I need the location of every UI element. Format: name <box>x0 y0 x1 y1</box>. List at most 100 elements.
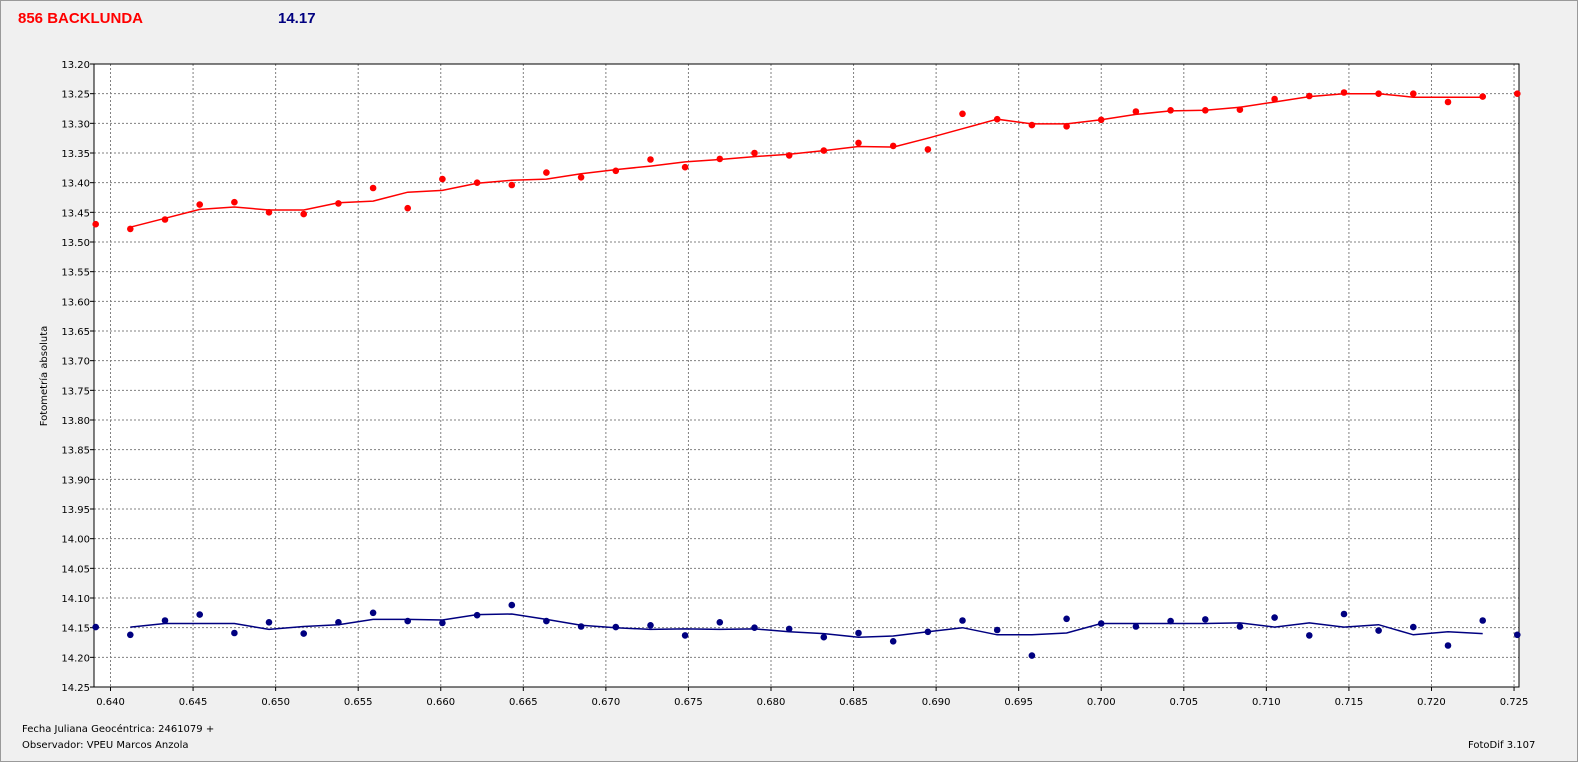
y-tick-label: 14.20 <box>61 653 90 664</box>
data-point <box>1271 614 1278 621</box>
data-point <box>855 139 862 147</box>
data-point <box>127 225 134 233</box>
data-point <box>439 619 446 627</box>
data-point <box>508 601 516 609</box>
data-point <box>612 167 620 175</box>
data-point <box>1514 90 1521 97</box>
data-point <box>404 204 412 212</box>
data-point <box>473 611 481 619</box>
data-point <box>231 198 238 206</box>
data-point <box>1375 90 1382 97</box>
x-tick-label: 0.655 <box>344 697 373 708</box>
data-point <box>959 110 966 118</box>
y-tick-label: 13.30 <box>61 119 90 130</box>
x-tick-label: 0.685 <box>839 697 868 708</box>
data-point <box>1410 90 1417 97</box>
data-point <box>265 209 273 216</box>
data-point <box>1063 123 1070 130</box>
y-tick-label: 14.10 <box>61 594 90 605</box>
trend-line <box>130 613 1483 638</box>
data-point <box>889 638 897 645</box>
data-point <box>716 155 724 163</box>
y-tick-label: 13.95 <box>61 505 90 516</box>
data-point <box>1202 616 1209 623</box>
data-point <box>1410 623 1417 631</box>
data-point <box>681 632 689 639</box>
y-tick-label: 13.60 <box>61 297 90 308</box>
x-axis-ticks: 0.640 0.645 0.650 0.655 0.660 0.665 0.670 0.675… <box>96 687 1528 708</box>
data-point <box>1514 631 1521 639</box>
data-point <box>993 626 1001 634</box>
data-point <box>92 623 99 631</box>
x-tick-label: 0.680 <box>757 697 786 708</box>
data-point <box>196 201 203 208</box>
julian-date-label: Fecha Juliana Geocéntrica: 2461079 + <box>22 724 215 735</box>
x-tick-label: 0.640 <box>96 697 125 708</box>
data-point <box>1132 108 1140 115</box>
data-point <box>785 625 793 633</box>
y-tick-label: 14.15 <box>61 624 90 635</box>
observer-label: Observador: VPEU Marcos Anzola <box>22 740 189 751</box>
data-point <box>785 152 793 159</box>
y-tick-label: 13.75 <box>61 386 90 397</box>
x-tick-label: 0.705 <box>1169 697 1198 708</box>
data-point <box>577 623 585 630</box>
data-point <box>1271 95 1278 103</box>
y-tick-label: 13.25 <box>61 90 90 101</box>
data-point <box>265 619 273 626</box>
y-tick-label: 13.50 <box>61 238 90 249</box>
x-tick-label: 0.675 <box>674 697 703 708</box>
data-point <box>1097 116 1105 124</box>
data-point <box>751 149 758 157</box>
data-point <box>1236 106 1244 113</box>
data-point <box>1375 627 1382 634</box>
y-axis-ticks: 13.20 13.25 13.30 13.35 13.40 13.45 13.50 13.55… <box>61 60 94 694</box>
x-tick-label: 0.715 <box>1335 697 1364 708</box>
asteroid-series <box>92 89 1521 233</box>
data-point <box>681 163 689 171</box>
data-point <box>1167 617 1174 625</box>
data-point <box>1202 107 1209 114</box>
data-point <box>1340 89 1348 96</box>
y-tick-label: 13.45 <box>61 208 90 219</box>
y-tick-label: 13.80 <box>61 416 90 427</box>
data-point <box>1479 617 1486 624</box>
x-tick-label: 0.645 <box>179 697 208 708</box>
x-tick-label: 0.660 <box>426 697 455 708</box>
data-point <box>889 142 897 150</box>
data-point <box>612 623 620 631</box>
x-tick-label: 0.665 <box>509 697 538 708</box>
data-point <box>1444 98 1452 106</box>
data-point <box>508 181 516 189</box>
y-tick-label: 13.90 <box>61 475 90 486</box>
y-tick-label: 14.05 <box>61 564 90 575</box>
y-tick-label: 13.65 <box>61 327 90 338</box>
data-point <box>855 629 862 637</box>
data-point <box>1236 623 1244 630</box>
data-point <box>1340 610 1348 618</box>
data-point <box>369 609 377 617</box>
data-point <box>335 619 342 626</box>
y-tick-label: 14.00 <box>61 535 90 546</box>
data-point <box>300 630 308 637</box>
x-tick-label: 0.690 <box>922 697 951 708</box>
plot-background <box>94 64 1519 687</box>
software-version: FotoDif 3.107 <box>1468 740 1536 751</box>
data-point <box>404 617 412 625</box>
data-point <box>92 220 99 228</box>
data-point <box>231 629 238 637</box>
data-point <box>647 622 654 629</box>
object-title: 856 BACKLUNDA <box>18 10 144 27</box>
comparison-magnitude: 14.17 <box>278 10 316 27</box>
data-point <box>473 179 481 186</box>
data-point <box>1063 615 1070 623</box>
data-point <box>820 633 828 641</box>
data-point <box>1097 620 1105 627</box>
data-point <box>543 169 550 176</box>
data-point <box>196 611 203 618</box>
y-tick-label: 13.70 <box>61 357 90 368</box>
data-point <box>924 146 932 153</box>
data-point <box>924 628 932 636</box>
data-point <box>369 184 377 192</box>
